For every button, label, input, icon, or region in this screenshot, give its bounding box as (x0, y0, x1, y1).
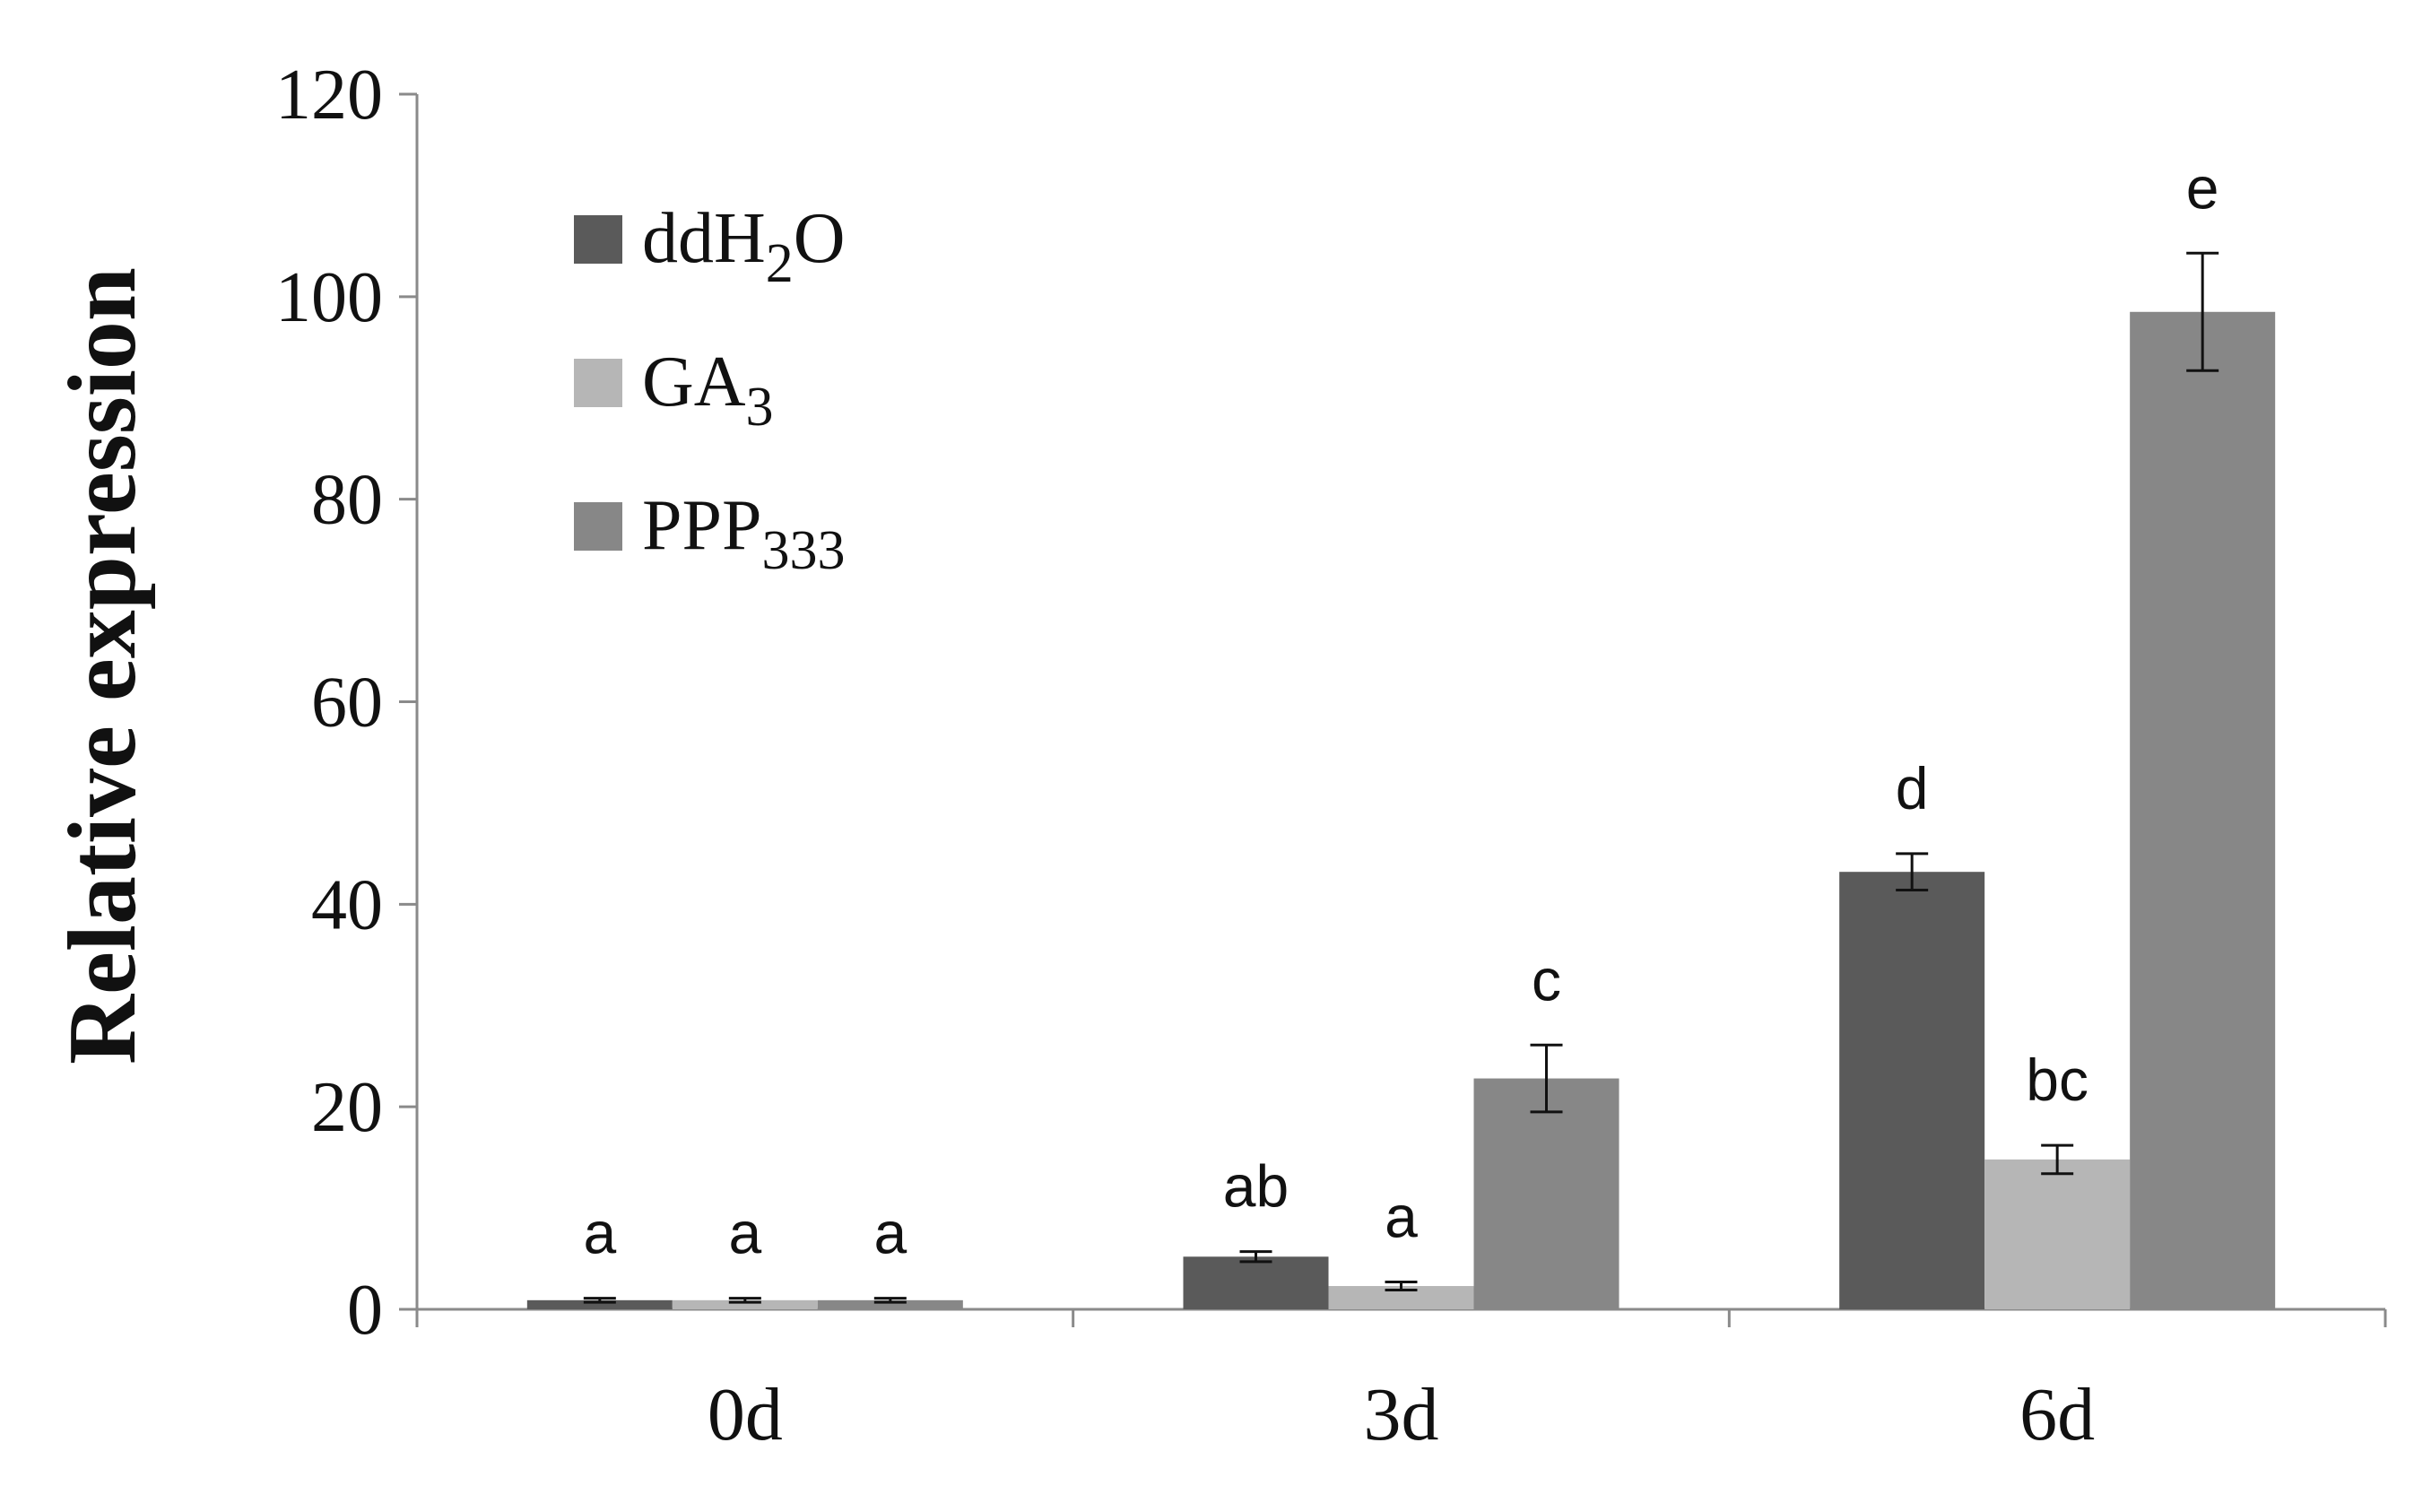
legend: ddH2O GA3 PPP333 (574, 199, 846, 581)
legend-label-suffix: O (794, 199, 846, 278)
y-tick-label: 80 (311, 461, 383, 540)
x-category-label: 0d (708, 1373, 783, 1456)
legend-swatch (574, 502, 622, 551)
legend-label: ddH2O (642, 199, 846, 294)
bar (526, 1299, 673, 1309)
significance-letter: a (873, 1200, 907, 1266)
significance-letter: c (1532, 946, 1561, 1012)
y-tick-label: 120 (275, 56, 383, 135)
bar (817, 1299, 963, 1309)
bar (1183, 1256, 1329, 1309)
legend-label: PPP333 (642, 486, 845, 581)
y-tick-label: 100 (275, 258, 383, 337)
legend-label-subscript: 333 (761, 520, 845, 581)
bar (1984, 1159, 2131, 1309)
legend-label-base: ddH (642, 199, 766, 278)
legend-swatch (574, 359, 622, 407)
significance-letter: ab (1223, 1153, 1289, 1220)
bar (1473, 1078, 1619, 1309)
significance-letter: bc (2026, 1047, 2088, 1113)
legend-label-base: PPP (642, 486, 761, 565)
legend-swatch (574, 215, 622, 264)
bars (526, 251, 2276, 1309)
legend-label-subscript: 3 (746, 377, 774, 438)
significance-letter: a (1385, 1184, 1418, 1250)
x-category-label: 3d (1364, 1373, 1439, 1456)
significance-letter: e (2186, 154, 2219, 221)
y-tick-label: 40 (311, 865, 383, 944)
bar (1839, 872, 1985, 1309)
significance-letter: a (583, 1200, 616, 1266)
significance-letter: d (1896, 755, 1929, 821)
significance-letter: a (728, 1200, 761, 1266)
legend-label-base: GA (642, 343, 746, 421)
y-tick-label: 60 (311, 664, 383, 743)
y-tick-label: 0 (347, 1271, 383, 1350)
y-axis-title: Relative expression (49, 267, 156, 1064)
x-category-label: 6d (2019, 1373, 2095, 1456)
labels: a a a ab a c d bc e (583, 154, 2219, 1265)
y-tick-label: 20 (311, 1068, 383, 1147)
legend-label-subscript: 2 (766, 233, 794, 294)
bar (672, 1299, 818, 1309)
legend-label: GA3 (642, 343, 774, 438)
bar (2130, 311, 2276, 1309)
